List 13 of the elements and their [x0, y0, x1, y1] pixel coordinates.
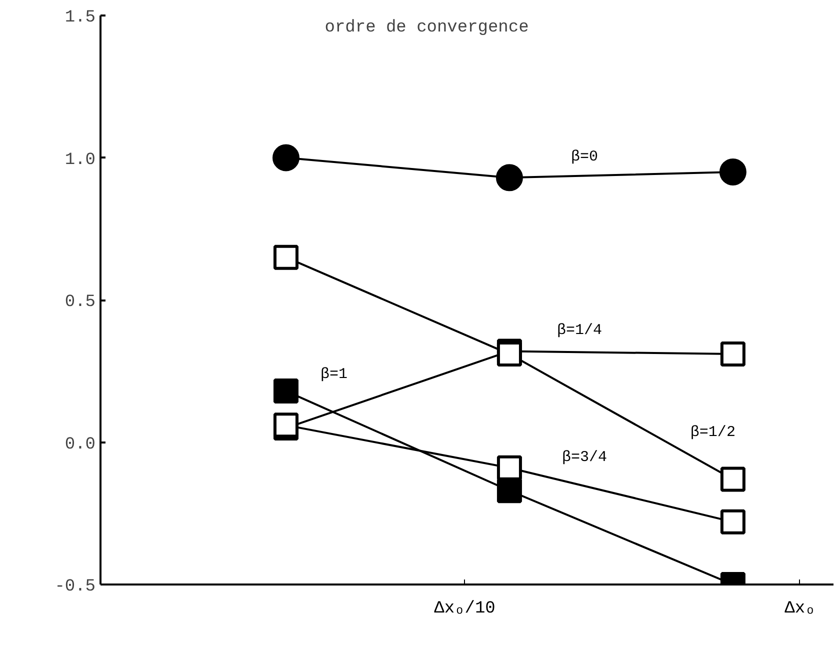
series-label: β=1/2	[690, 424, 736, 442]
chart-title: ordre de convergence	[324, 18, 529, 38]
y-tick-label: 1.5	[64, 8, 96, 28]
series-label: β=3/4	[562, 448, 607, 466]
y-tick-label: 0.0	[64, 435, 96, 454]
series-label: β=0	[570, 148, 598, 166]
y-tick-label: 1.0	[64, 150, 96, 170]
y-tick-label: -0.5	[54, 578, 96, 596]
text: Δxₒ/10	[434, 600, 496, 618]
series-label: β=1	[320, 366, 348, 384]
y-tick-label: 0.5	[64, 293, 96, 312]
text: Δxₒ	[784, 600, 816, 618]
series-label: β=1/4	[556, 322, 602, 340]
